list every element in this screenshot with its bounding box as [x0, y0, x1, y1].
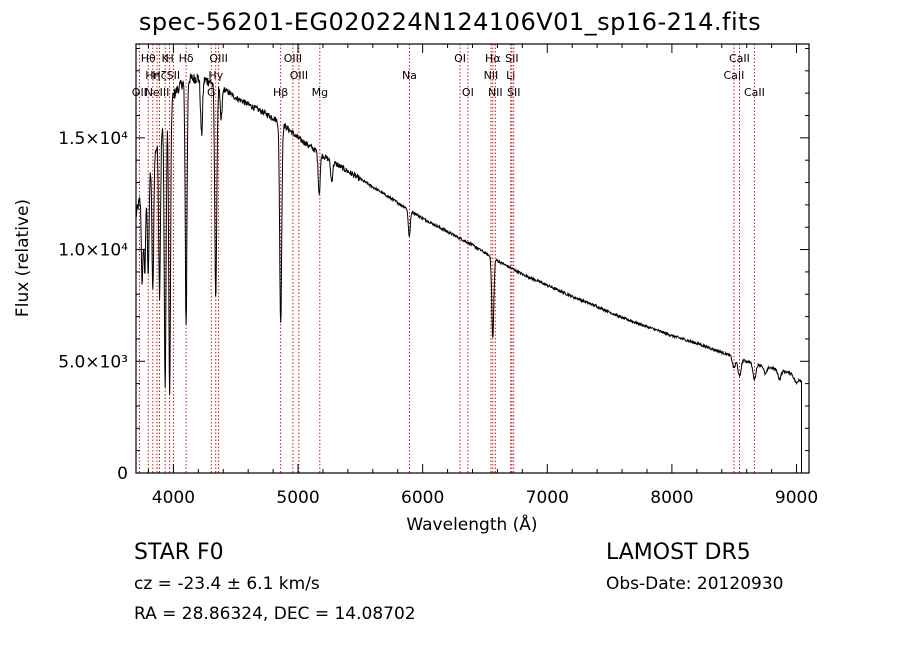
axis-ticks: 4000 5000 6000 7000 8000 9000 0 5.0×10³ 1.0×10⁴ 1…	[58, 44, 818, 508]
line-marker-label: NII	[488, 86, 503, 99]
spectral-type: STAR F0	[134, 540, 224, 565]
line-marker-label: OI	[462, 86, 474, 99]
line-marker-label: SII	[507, 86, 520, 99]
line-marker-label: Hβ	[273, 86, 288, 99]
line-marker-label: SII	[167, 69, 180, 82]
line-marker-label: Hθ	[141, 52, 156, 65]
observation-date: Obs-Date: 20120930	[606, 574, 784, 594]
chart-title: spec-56201-EG020224N124106V01_sp16-214.f…	[138, 8, 762, 36]
x-tick-label: 7000	[526, 488, 569, 508]
line-marker-label: Mg	[312, 86, 328, 99]
line-marker-label: K	[162, 52, 170, 65]
line-marker-label: OI	[454, 52, 466, 65]
survey-name: LAMOST DR5	[606, 540, 751, 565]
x-tick-label: 5000	[276, 488, 319, 508]
y-tick-label: 1.5×10⁴	[58, 129, 128, 149]
plot-frame	[135, 43, 810, 474]
line-marker-layer: OIIHθHηNeIIIHζKHSIIHδGHγOIIIHβOIIIOIIIMg…	[132, 44, 765, 473]
line-marker-label: SII	[505, 52, 518, 65]
line-marker-label: Li	[506, 69, 515, 82]
redshift-cz: cz = -23.4 ± 6.1 km/s	[134, 574, 320, 594]
spectrum-line	[135, 73, 802, 473]
line-marker-label: Hδ	[179, 52, 194, 65]
line-marker-label: Hζ	[152, 69, 166, 82]
line-marker-label: CaII	[729, 52, 750, 65]
line-marker-label: CaII	[744, 86, 765, 99]
x-axis-label: Wavelength (Å)	[406, 513, 537, 535]
line-marker-label: Hα	[485, 52, 501, 65]
y-tick-label: 0	[117, 464, 128, 484]
line-marker-label: G	[207, 86, 216, 99]
line-marker-label: NII	[484, 69, 499, 82]
y-tick-label: 1.0×10⁴	[58, 241, 128, 261]
line-marker-label: OIII	[290, 69, 308, 82]
line-marker-label: OIII	[209, 52, 227, 65]
line-marker-label: H	[166, 52, 174, 65]
x-tick-label: 8000	[650, 488, 693, 508]
x-tick-label: 4000	[152, 488, 195, 508]
line-marker-label: OIII	[284, 52, 302, 65]
coordinates-ra-dec: RA = 28.86324, DEC = 14.08702	[134, 604, 416, 624]
x-tick-label: 6000	[401, 488, 444, 508]
line-marker-label: NeIII	[145, 86, 170, 99]
y-axis-label: Flux (relative)	[13, 199, 33, 317]
line-marker-label: Na	[402, 69, 417, 82]
line-marker-label: CaII	[724, 69, 745, 82]
x-tick-label: 9000	[775, 488, 818, 508]
y-tick-label: 5.0×10³	[58, 352, 128, 372]
line-marker-label: Hγ	[208, 69, 223, 82]
